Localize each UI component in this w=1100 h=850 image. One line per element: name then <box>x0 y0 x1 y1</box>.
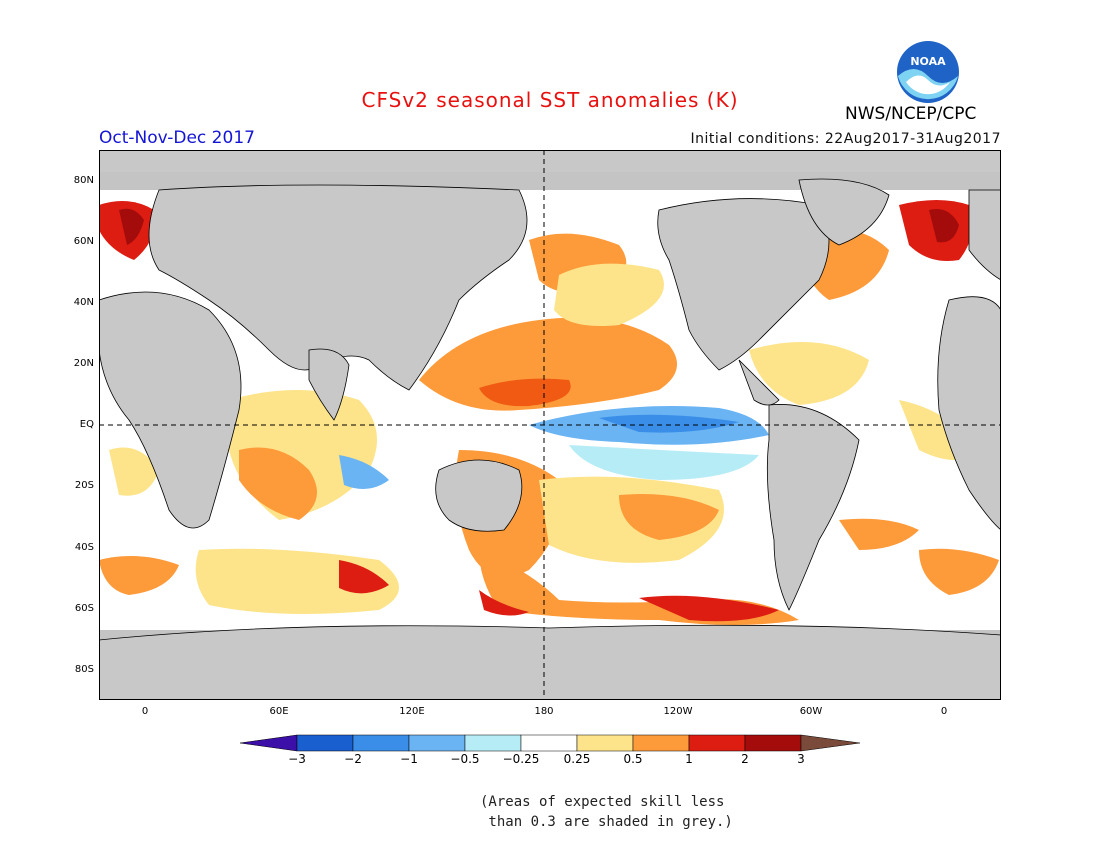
colorbar-label: −3 <box>288 752 306 766</box>
lon-tick-label: 180 <box>534 706 554 717</box>
colorbar-cell <box>744 734 802 752</box>
colorbar-cell <box>464 734 522 752</box>
colorbar-cell <box>240 734 298 752</box>
colorbar-cell <box>632 734 690 752</box>
colorbar-cell <box>520 734 578 752</box>
lon-tick-label: 120W <box>663 706 693 717</box>
lat-tick-label: 40N <box>73 297 94 308</box>
colorbar-label: −2 <box>344 752 362 766</box>
season-label: Oct-Nov-Dec 2017 <box>99 128 255 148</box>
noaa-logo: NOAA <box>896 40 960 104</box>
lat-tick-label: EQ <box>79 419 94 430</box>
colorbar-cell <box>408 734 466 752</box>
colorbar-label: 0.5 <box>623 752 643 766</box>
lon-tick-label: 0 <box>141 706 149 717</box>
initial-conditions-label: Initial conditions: 22Aug2017-31Aug2017 <box>690 131 1001 147</box>
lat-tick-label: 80N <box>73 175 94 186</box>
sst-anomaly-map <box>99 150 1001 700</box>
colorbar-cell <box>800 734 860 752</box>
lon-tick-label: 0 <box>940 706 948 717</box>
colorbar-label: −0.5 <box>450 752 480 766</box>
colorbar-label: −0.25 <box>502 752 540 766</box>
chart-title: CFSv2 seasonal SST anomalies (K) <box>361 88 739 112</box>
lon-tick-label: 60W <box>799 706 823 717</box>
colorbar-label: 1 <box>685 752 693 766</box>
lat-tick-label: 60S <box>74 603 94 614</box>
skill-note-line2: than 0.3 are shaded in grey.) <box>480 814 733 830</box>
lon-tick-label: 120E <box>399 706 425 717</box>
colorbar-label: 0.25 <box>563 752 591 766</box>
lat-tick-label: 80S <box>74 664 94 675</box>
noaa-logo-text: NOAA <box>910 55 946 68</box>
colorbar-label: 3 <box>797 752 805 766</box>
colorbar-label: −1 <box>400 752 418 766</box>
colorbar-cell <box>576 734 634 752</box>
colorbar-cell <box>688 734 746 752</box>
agency-label: NWS/NCEP/CPC <box>845 104 977 124</box>
skill-note: (Areas of expected skill less than 0.3 a… <box>480 792 733 832</box>
colorbar <box>240 734 860 752</box>
lon-tick-label: 60E <box>269 706 289 717</box>
colorbar-label: 2 <box>741 752 749 766</box>
lat-tick-label: 20S <box>74 480 94 491</box>
lat-tick-label: 20N <box>73 358 94 369</box>
lat-tick-label: 40S <box>74 542 94 553</box>
lat-tick-label: 60N <box>73 236 94 247</box>
skill-note-line1: (Areas of expected skill less <box>480 794 725 810</box>
colorbar-cell <box>352 734 410 752</box>
colorbar-cell <box>296 734 354 752</box>
